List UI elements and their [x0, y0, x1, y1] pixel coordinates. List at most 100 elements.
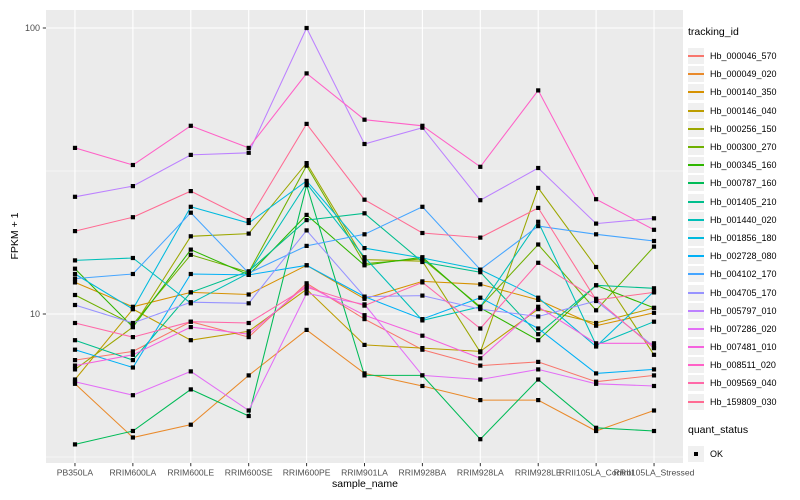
- data-point: [130, 428, 135, 434]
- data-point: [651, 244, 657, 249]
- data-point: [72, 338, 78, 343]
- legend-item-Hb_000049_020: Hb_000049_020: [688, 65, 800, 83]
- data-point: [304, 121, 309, 126]
- data-point: [304, 228, 309, 233]
- x-tick-label: RRIM928LA: [457, 468, 504, 478]
- x-tick-label: RRIM928LE: [515, 468, 562, 478]
- data-point: [536, 185, 541, 190]
- data-point: [478, 437, 483, 442]
- legend-key-swatch: [688, 175, 704, 192]
- legend-key-swatch: [688, 339, 704, 356]
- legend-label: Hb_007286_020: [710, 323, 777, 334]
- legend-label: Hb_004102_170: [710, 269, 777, 280]
- legend-label: Hb_000787_160: [710, 178, 777, 189]
- data-point: [594, 320, 599, 326]
- data-point: [72, 145, 78, 150]
- data-point: [188, 271, 193, 277]
- data-point: [72, 229, 78, 234]
- legend-key-line: [688, 127, 704, 130]
- data-point: [246, 218, 251, 223]
- data-point: [651, 341, 657, 346]
- data-point: [188, 325, 193, 330]
- data-point: [188, 252, 193, 257]
- data-point: [130, 393, 135, 398]
- data-point: [478, 164, 483, 169]
- data-point: [130, 365, 135, 370]
- data-point: [420, 259, 425, 265]
- data-point: [594, 425, 599, 430]
- legend-label: Hb_000345_160: [710, 160, 777, 171]
- legend-key-swatch: [688, 139, 704, 156]
- data-point: [478, 356, 483, 361]
- data-point: [188, 338, 193, 343]
- data-point: [246, 301, 251, 306]
- data-point: [420, 383, 425, 389]
- legend-key-swatch: [688, 393, 704, 410]
- data-point: [536, 398, 541, 403]
- data-point: [246, 329, 251, 334]
- data-point: [304, 181, 309, 186]
- legend-key-line: [688, 273, 704, 276]
- data-point: [536, 359, 541, 364]
- data-point: [536, 304, 541, 309]
- legend-label: Hb_009569_040: [710, 378, 777, 389]
- data-point: [362, 294, 367, 299]
- legend-key-line: [688, 164, 704, 167]
- legend-key-swatch: [688, 193, 704, 210]
- data-point: [246, 231, 251, 236]
- data-point: [304, 178, 309, 183]
- legend-item-Hb_005797_010: Hb_005797_010: [688, 302, 800, 320]
- x-tick-label: RRII105LA_Control: [559, 468, 634, 478]
- data-point: [420, 204, 425, 209]
- data-point: [651, 305, 657, 310]
- data-point: [246, 413, 251, 419]
- data-point: [651, 227, 657, 232]
- legend-key-swatch: [688, 102, 704, 119]
- data-point: [188, 210, 193, 215]
- data-point: [478, 363, 483, 368]
- data-point: [72, 367, 78, 372]
- data-point: [246, 335, 251, 340]
- x-tick-label: RRIM901LA: [341, 468, 388, 478]
- data-point: [130, 349, 135, 354]
- data-point: [651, 290, 657, 295]
- data-point: [72, 194, 78, 199]
- data-point: [536, 224, 541, 229]
- data-point: [651, 286, 657, 291]
- data-point: [246, 408, 251, 413]
- data-point: [651, 373, 657, 378]
- data-point: [304, 263, 309, 268]
- legend-label: Hb_000146_040: [710, 105, 777, 116]
- data-point: [246, 220, 251, 226]
- legend-key-line: [688, 309, 704, 312]
- legend-key-line: [688, 218, 704, 221]
- legend-label: Hb_002728_080: [710, 251, 777, 262]
- data-point: [72, 347, 78, 352]
- data-point: [130, 162, 135, 168]
- legend-label: Hb_004705_170: [710, 287, 777, 298]
- data-point: [478, 326, 483, 331]
- data-point: [72, 271, 78, 277]
- legend-item-Hb_007481_010: Hb_007481_010: [688, 338, 800, 356]
- data-point: [72, 358, 78, 363]
- data-point: [536, 338, 541, 343]
- data-point: [362, 342, 367, 347]
- legend-key-swatch: [688, 266, 704, 283]
- data-point: [478, 398, 483, 403]
- data-point: [72, 258, 78, 263]
- data-point: [130, 215, 135, 220]
- data-point: [420, 280, 425, 285]
- data-point: [362, 303, 367, 308]
- data-point: [188, 387, 193, 392]
- data-point: [594, 283, 599, 288]
- data-point: [536, 219, 541, 224]
- data-point: [362, 263, 367, 268]
- legend: tracking_id Hb_000046_570 Hb_000049_020 Hb…: [688, 0, 800, 463]
- legend-item-Hb_004102_170: Hb_004102_170: [688, 265, 800, 283]
- legend-item-Hb_001856_180: Hb_001856_180: [688, 229, 800, 247]
- legend-key-line: [688, 346, 704, 349]
- data-point: [188, 369, 193, 374]
- data-point: [304, 212, 309, 217]
